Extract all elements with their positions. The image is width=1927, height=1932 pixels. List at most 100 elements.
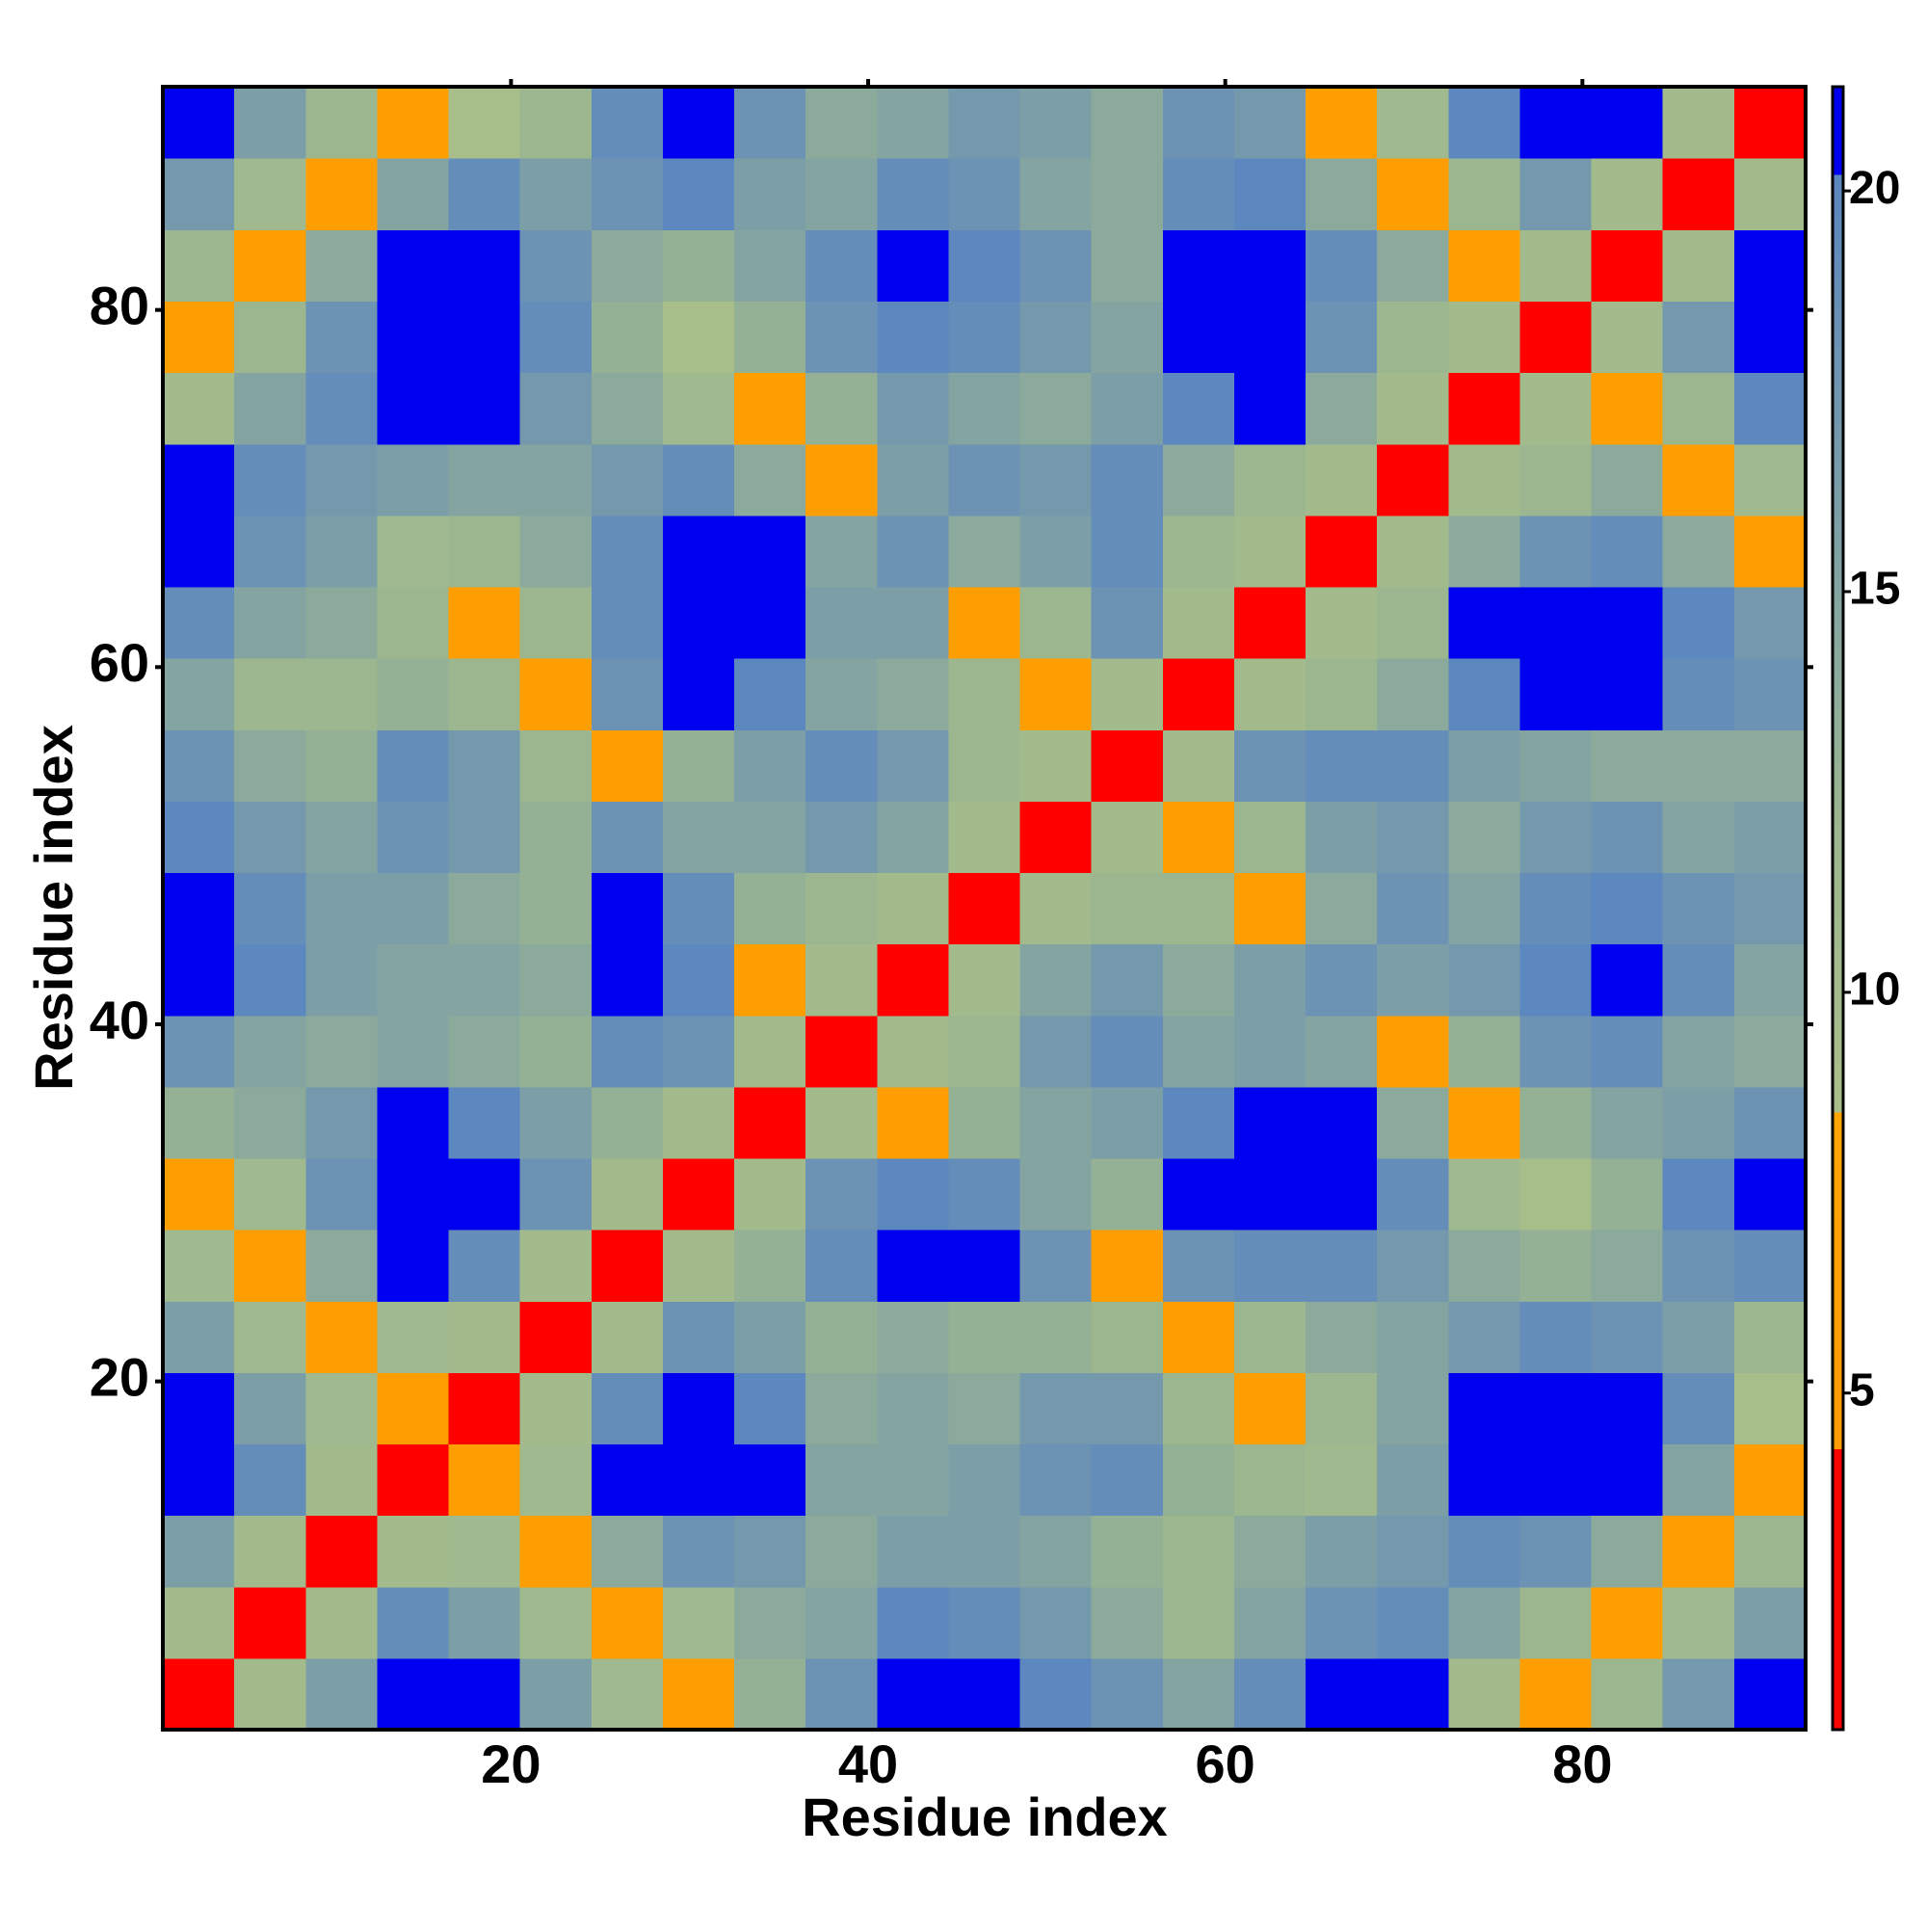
- heatmap-cell: [1091, 872, 1164, 945]
- heatmap-cell: [877, 1157, 950, 1231]
- heatmap-cell: [1306, 872, 1378, 945]
- heatmap-cell: [662, 1657, 735, 1731]
- heatmap-cell: [1662, 87, 1735, 159]
- heatmap-cell: [305, 301, 378, 374]
- heatmap-cell: [1162, 1657, 1235, 1731]
- heatmap-cell: [591, 1515, 664, 1588]
- heatmap-cell: [805, 443, 878, 516]
- heatmap-cell: [1733, 515, 1807, 588]
- heatmap-cell: [877, 443, 950, 516]
- heatmap-cell: [591, 1657, 664, 1731]
- y-tick-label: 20: [90, 1346, 149, 1407]
- heatmap-cell: [1733, 1586, 1807, 1659]
- heatmap-cell: [734, 872, 806, 945]
- heatmap-cell: [1091, 1372, 1164, 1445]
- heatmap-cell: [1091, 158, 1164, 230]
- heatmap-cell: [377, 1086, 450, 1159]
- heatmap-cell: [234, 443, 306, 516]
- heatmap-cell: [877, 729, 950, 802]
- heatmap-cell: [377, 1157, 450, 1231]
- heatmap-cell: [1662, 729, 1735, 802]
- heatmap-cell: [948, 372, 1021, 445]
- heatmap-cell: [1733, 586, 1807, 659]
- heatmap-cell: [163, 801, 235, 874]
- heatmap-cell: [591, 1086, 664, 1159]
- heatmap-cell: [591, 943, 664, 1017]
- heatmap-cell: [1233, 1086, 1307, 1159]
- heatmap-cell: [448, 443, 521, 516]
- heatmap-cell: [1733, 372, 1807, 445]
- heatmap-cell: [1591, 1586, 1664, 1659]
- heatmap-cell: [1519, 87, 1593, 159]
- heatmap-cell: [163, 872, 235, 945]
- heatmap-cell: [1162, 1301, 1235, 1373]
- heatmap-cell: [377, 158, 450, 230]
- heatmap-cell: [805, 158, 878, 230]
- heatmap-cell: [234, 1157, 306, 1231]
- heatmap-cell: [591, 658, 664, 730]
- heatmap-cell: [1233, 301, 1307, 374]
- heatmap-cell: [948, 1230, 1021, 1302]
- heatmap-cell: [948, 1586, 1021, 1659]
- heatmap-cell: [734, 943, 806, 1017]
- heatmap-cell: [877, 801, 950, 874]
- heatmap-cell: [1019, 943, 1093, 1017]
- heatmap-cell: [305, 658, 378, 730]
- heatmap-cell: [1019, 87, 1093, 159]
- heatmap-cell: [1306, 301, 1378, 374]
- heatmap-cell: [1733, 1657, 1807, 1731]
- heatmap-cell: [1233, 801, 1307, 874]
- heatmap-cell: [1306, 1230, 1378, 1302]
- heatmap-cell: [1591, 1301, 1664, 1373]
- heatmap-cell: [662, 1086, 735, 1159]
- heatmap-cell: [234, 301, 306, 374]
- y-axis-label: Residue index: [23, 725, 84, 1091]
- heatmap-cell: [1591, 586, 1664, 659]
- heatmap-cell: [377, 586, 450, 659]
- heatmap-cell: [305, 1586, 378, 1659]
- heatmap-cell: [1448, 301, 1521, 374]
- colorbar-tick-label: 10: [1849, 965, 1900, 1016]
- heatmap-cell: [1091, 301, 1164, 374]
- heatmap-cell: [1162, 515, 1235, 588]
- heatmap-cell: [519, 301, 593, 374]
- heatmap-cell: [948, 1086, 1021, 1159]
- heatmap-cell: [1306, 1086, 1378, 1159]
- heatmap-cell: [1733, 301, 1807, 374]
- heatmap-cell: [1162, 1230, 1235, 1302]
- heatmap-cell: [448, 729, 521, 802]
- heatmap-cell: [1733, 1372, 1807, 1445]
- heatmap-cell: [519, 872, 593, 945]
- heatmap-cell: [305, 372, 378, 445]
- heatmap-cell: [1448, 1301, 1521, 1373]
- heatmap-cell: [1733, 729, 1807, 802]
- heatmap-cell: [377, 872, 450, 945]
- heatmap-cell: [877, 515, 950, 588]
- heatmap-cell: [662, 586, 735, 659]
- heatmap-cell: [662, 301, 735, 374]
- heatmap-cell: [234, 1443, 306, 1517]
- heatmap-cell: [1306, 1372, 1378, 1445]
- heatmap-cell: [305, 1301, 378, 1373]
- heatmap-cell: [1162, 1157, 1235, 1231]
- heatmap-cell: [163, 158, 235, 230]
- heatmap-cell: [1519, 1015, 1593, 1088]
- heatmap-cell: [591, 1301, 664, 1373]
- heatmap-cell: [1591, 372, 1664, 445]
- heatmap-cell: [163, 943, 235, 1017]
- heatmap-cell: [591, 229, 664, 302]
- heatmap-cell: [1233, 1586, 1307, 1659]
- heatmap-cell: [519, 1657, 593, 1731]
- heatmap-cell: [877, 372, 950, 445]
- heatmap-cell: [163, 443, 235, 516]
- heatmap-cell: [1019, 443, 1093, 516]
- heatmap-cell: [948, 1515, 1021, 1588]
- heatmap-cell: [377, 1443, 450, 1517]
- heatmap-cell: [163, 1015, 235, 1088]
- x-tick-label: 40: [838, 1734, 898, 1794]
- heatmap-cell: [805, 515, 878, 588]
- heatmap-cell: [1519, 801, 1593, 874]
- heatmap-cell: [805, 1586, 878, 1659]
- heatmap-cell: [1591, 658, 1664, 730]
- heatmap-cell: [1377, 1015, 1449, 1088]
